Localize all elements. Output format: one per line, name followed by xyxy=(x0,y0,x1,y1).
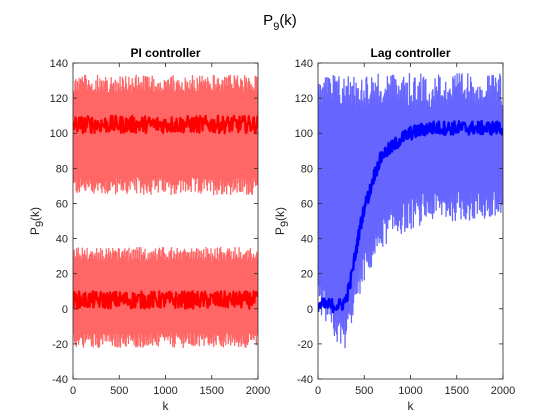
series-band-2 xyxy=(73,290,258,310)
y-tick-label: -20 xyxy=(52,339,68,351)
series-band-2 xyxy=(73,246,258,349)
y-tick-label: -40 xyxy=(52,374,68,386)
y-tick-label: 100 xyxy=(295,128,313,140)
y-axis-label: P9(k) xyxy=(28,207,46,235)
y-tick-label: -40 xyxy=(297,374,313,386)
panel-title: PI controller xyxy=(130,46,200,60)
series-2 xyxy=(318,119,503,314)
panel-title: Lag controller xyxy=(370,46,450,60)
series-mean-line xyxy=(318,119,503,314)
series-band-1 xyxy=(73,74,258,196)
x-axis-label: k xyxy=(163,399,170,413)
y-axis-label: P9(k) xyxy=(273,207,291,235)
series-oscillation xyxy=(318,73,503,349)
y-tick-label: 20 xyxy=(301,269,313,281)
pi-controller-panel: 0 500 1000 1500 2000 -40 -20 0 20 40 60 80 100 120 140… xyxy=(28,46,270,413)
x-tick-label: 1500 xyxy=(200,385,224,397)
plot-marks xyxy=(73,74,258,349)
x-tick-label: 2000 xyxy=(246,385,270,397)
y-tick-label: 140 xyxy=(295,58,313,70)
x-tick-label: 0 xyxy=(70,385,76,397)
x-axis-label: k xyxy=(408,399,415,413)
ticks: 0 500 1000 1500 2000 -40 -20 0 20 40 60 80 100 120 140 xyxy=(50,58,271,397)
y-tick-label: 0 xyxy=(62,304,68,316)
y-tick-label: 60 xyxy=(56,198,68,210)
y-tick-label: -20 xyxy=(297,339,313,351)
y-tick-label: 0 xyxy=(307,304,313,316)
x-tick-label: 1000 xyxy=(398,385,422,397)
x-tick-label: 1000 xyxy=(153,385,177,397)
y-tick-label: 60 xyxy=(301,198,313,210)
y-tick-label: 100 xyxy=(50,128,68,140)
x-tick-label: 1500 xyxy=(445,385,469,397)
x-tick-label: 500 xyxy=(355,385,373,397)
y-tick-label: 40 xyxy=(56,234,68,246)
lag-controller-panel: 0 500 1000 1500 2000 -40 -20 0 20 40 60 80 100 120 140… xyxy=(273,46,515,413)
series-2 xyxy=(73,114,258,310)
x-tick-label: 2000 xyxy=(491,385,515,397)
y-tick-label: 20 xyxy=(56,269,68,281)
series-band-1 xyxy=(73,114,258,135)
series-1 xyxy=(318,73,503,349)
figure-title: P9(k) xyxy=(263,12,297,33)
x-tick-label: 500 xyxy=(110,385,128,397)
y-tick-label: 120 xyxy=(50,93,68,105)
y-tick-label: 140 xyxy=(50,58,68,70)
y-tick-label: 80 xyxy=(56,163,68,175)
y-tick-label: 80 xyxy=(301,163,313,175)
y-tick-label: 40 xyxy=(301,234,313,246)
plot-marks xyxy=(318,73,503,349)
x-tick-label: 0 xyxy=(315,385,321,397)
ticks: 0 500 1000 1500 2000 -40 -20 0 20 40 60 80 100 120 140 xyxy=(295,58,516,397)
y-tick-label: 120 xyxy=(295,93,313,105)
